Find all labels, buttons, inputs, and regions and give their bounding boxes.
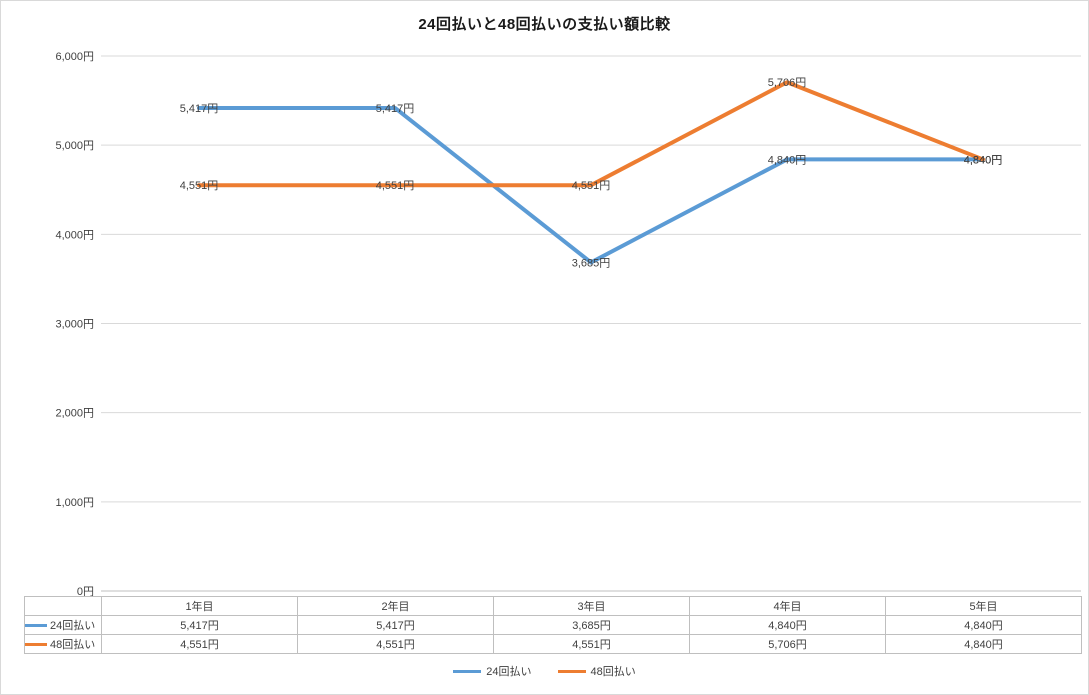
series-48-key-icon (25, 642, 47, 646)
table-cell: 5,706円 (689, 634, 886, 654)
chart-data-table: 1年目 2年目 3年目 4年目 5年目 24回払い 5,417円 5,417円 … (24, 596, 1082, 654)
table-cell: 4,840円 (885, 615, 1082, 635)
table-row-series-48: 48回払い 4,551円 4,551円 4,551円 5,706円 4,840円 (24, 634, 1082, 654)
svg-text:1,000円: 1,000円 (55, 497, 94, 509)
series-label-cell: 48回払い (24, 634, 102, 654)
svg-text:5,417円: 5,417円 (180, 103, 219, 115)
legend-48-line-icon (557, 669, 586, 673)
table-header-cell: 3年目 (493, 596, 690, 616)
table-cell: 3,685円 (493, 615, 690, 635)
table-header-cell: 2年目 (297, 596, 494, 616)
svg-text:4,840円: 4,840円 (768, 154, 807, 166)
table-header-cell: 5年目 (885, 596, 1082, 616)
svg-text:4,551円: 4,551円 (376, 180, 415, 192)
svg-text:5,417円: 5,417円 (376, 103, 415, 115)
svg-text:4,551円: 4,551円 (572, 180, 611, 192)
svg-text:5,706円: 5,706円 (768, 77, 807, 89)
table-corner-cell (24, 596, 102, 616)
table-header-row: 1年目 2年目 3年目 4年目 5年目 (24, 596, 1082, 616)
chart-legend: 24回払い 48回払い (1, 663, 1088, 679)
svg-text:3,685円: 3,685円 (572, 257, 611, 269)
svg-text:5,000円: 5,000円 (55, 140, 94, 152)
svg-text:3,000円: 3,000円 (55, 319, 94, 331)
table-header-cell: 1年目 (101, 596, 298, 616)
svg-text:4,551円: 4,551円 (180, 180, 219, 192)
table-cell: 4,840円 (689, 615, 886, 635)
svg-text:6,000円: 6,000円 (55, 51, 94, 63)
legend-item-48: 48回払い (557, 663, 636, 679)
table-cell: 4,551円 (297, 634, 494, 654)
series-label: 48回払い (50, 639, 96, 651)
svg-text:4,840円: 4,840円 (964, 154, 1003, 166)
series-label-cell: 24回払い (24, 615, 102, 635)
legend-label: 24回払い (486, 666, 532, 678)
svg-text:4,840円: 4,840円 (964, 154, 1003, 166)
legend-item-24: 24回払い (453, 663, 532, 679)
series-label: 24回払い (50, 620, 96, 632)
table-cell: 4,551円 (101, 634, 298, 654)
table-row-series-24: 24回払い 5,417円 5,417円 3,685円 4,840円 4,840円 (24, 615, 1082, 635)
svg-text:2,000円: 2,000円 (55, 408, 94, 420)
legend-label: 48回払い (590, 666, 636, 678)
table-cell: 4,551円 (493, 634, 690, 654)
table-cell: 4,840円 (885, 634, 1082, 654)
table-cell: 5,417円 (297, 615, 494, 635)
table-cell: 5,417円 (101, 615, 298, 635)
chart-title: 24回払いと48回払いの支払い額比較 (418, 16, 671, 33)
svg-text:0円: 0円 (77, 586, 94, 598)
series-24-key-icon (25, 623, 47, 627)
legend-24-line-icon (453, 669, 482, 673)
table-header-cell: 4年目 (689, 596, 886, 616)
svg-text:4,000円: 4,000円 (55, 229, 94, 241)
